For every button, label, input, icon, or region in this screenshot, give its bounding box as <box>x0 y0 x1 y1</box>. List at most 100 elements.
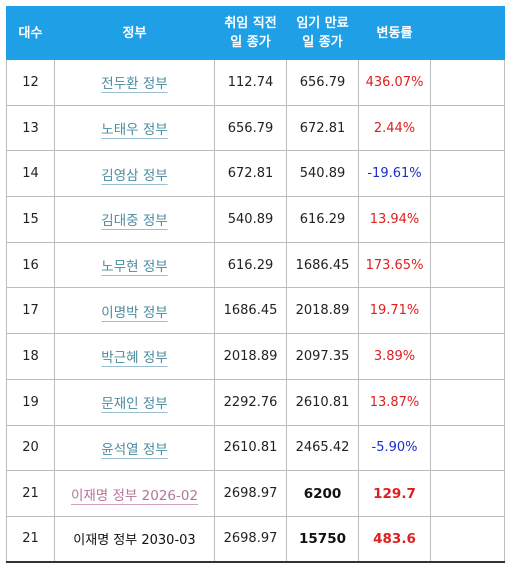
cell-end-close: 656.79 <box>286 59 359 106</box>
cell-change: 129.7 <box>358 470 431 517</box>
header-start-line1: 취임 직전 <box>224 16 277 31</box>
government-link[interactable]: 김대중 정부 <box>101 213 168 230</box>
header-empty <box>430 6 505 60</box>
header-change: 변동률 <box>358 6 431 60</box>
table-row: 19 문재인 정부 2292.76 2610.81 13.87% <box>6 378 505 426</box>
table-row: 15 김대중 정부 540.89 616.29 13.94% <box>6 196 505 243</box>
cell-government: 이명박 정부 <box>54 287 215 335</box>
cell-government: 김대중 정부 <box>54 196 215 243</box>
cell-end-close: 540.89 <box>286 150 359 198</box>
cell-government: 윤석열 정부 <box>54 424 215 472</box>
cell-change: -19.61% <box>358 150 431 198</box>
table-row: 13 노태우 정부 656.79 672.81 2.44% <box>6 104 505 152</box>
cell-end-close: 1686.45 <box>286 241 359 289</box>
cell-change: 483.6 <box>358 515 431 563</box>
cell-change: 173.65% <box>358 241 431 289</box>
cell-change: 436.07% <box>358 59 431 106</box>
table-wrapper: 대수 정부 취임 직전 일 종가 임기 만료 일 종가 변동률 12 전두환 정부… <box>6 6 505 563</box>
cell-term: 16 <box>6 241 55 289</box>
cell-start-close: 2610.81 <box>214 424 287 472</box>
cell-start-close: 2698.97 <box>214 515 287 563</box>
cell-government: 이재명 정부 2030-03 <box>54 515 215 563</box>
cell-empty <box>430 241 505 289</box>
cell-government: 노태우 정부 <box>54 104 215 152</box>
cell-empty <box>430 104 505 152</box>
cell-term: 13 <box>6 104 55 152</box>
government-link[interactable]: 이명박 정부 <box>101 304 168 321</box>
table-row: 17 이명박 정부 1686.45 2018.89 19.71% <box>6 287 505 335</box>
header-end-line2: 일 종가 <box>302 35 343 50</box>
cell-term: 21 <box>6 515 55 563</box>
cell-start-close: 2292.76 <box>214 378 287 426</box>
cell-government: 박근혜 정부 <box>54 333 215 380</box>
cell-government: 김영삼 정부 <box>54 150 215 198</box>
cell-start-close: 1686.45 <box>214 287 287 335</box>
cell-end-close: 2097.35 <box>286 333 359 380</box>
cell-end-close: 2018.89 <box>286 287 359 335</box>
government-link[interactable]: 노태우 정부 <box>101 122 168 139</box>
header-start-close: 취임 직전 일 종가 <box>214 6 287 60</box>
cell-end-close: 6200 <box>286 470 359 517</box>
header-start-line2: 일 종가 <box>230 35 271 50</box>
cell-term: 19 <box>6 378 55 426</box>
table-row: 16 노무현 정부 616.29 1686.45 173.65% <box>6 241 505 289</box>
table-body: 12 전두환 정부 112.74 656.79 436.07% 13 노태우 정부 656.7… <box>6 59 505 563</box>
cell-term: 15 <box>6 196 55 243</box>
cell-empty <box>430 196 505 243</box>
government-link[interactable]: 전두환 정부 <box>101 76 168 93</box>
table-row: 14 김영삼 정부 672.81 540.89 -19.61% <box>6 150 505 198</box>
government-link[interactable]: 김영삼 정부 <box>101 167 168 184</box>
cell-term: 20 <box>6 424 55 472</box>
cell-change: -5.90% <box>358 424 431 472</box>
cell-change: 3.89% <box>358 333 431 380</box>
government-link[interactable]: 문재인 정부 <box>101 396 168 413</box>
cell-change: 13.94% <box>358 196 431 243</box>
government-link[interactable]: 노무현 정부 <box>101 259 168 276</box>
header-end-line1: 임기 만료 <box>296 16 349 31</box>
cell-end-close: 2610.81 <box>286 378 359 426</box>
table-row: 20 윤석열 정부 2610.81 2465.42 -5.90% <box>6 424 505 472</box>
government-link: 이재명 정부 2030-03 <box>73 533 196 549</box>
cell-start-close: 2698.97 <box>214 470 287 517</box>
cell-government: 전두환 정부 <box>54 59 215 106</box>
cell-government: 이재명 정부 2026-02 <box>54 470 215 517</box>
cell-end-close: 672.81 <box>286 104 359 152</box>
cell-empty <box>430 150 505 198</box>
government-link[interactable]: 윤석열 정부 <box>101 441 168 458</box>
cell-end-close: 2465.42 <box>286 424 359 472</box>
cell-change: 13.87% <box>358 378 431 426</box>
cell-end-close: 15750 <box>286 515 359 563</box>
cell-start-close: 656.79 <box>214 104 287 152</box>
cell-government: 문재인 정부 <box>54 378 215 426</box>
table-row: 21 이재명 정부 2026-02 2698.97 6200 129.7 <box>6 470 505 517</box>
header-end-close: 임기 만료 일 종가 <box>286 6 359 60</box>
cell-term: 21 <box>6 470 55 517</box>
government-link[interactable]: 박근혜 정부 <box>101 350 168 367</box>
cell-change: 19.71% <box>358 287 431 335</box>
table-row: 18 박근혜 정부 2018.89 2097.35 3.89% <box>6 333 505 380</box>
cell-empty <box>430 515 505 563</box>
table-row: 12 전두환 정부 112.74 656.79 436.07% <box>6 59 505 106</box>
cell-term: 17 <box>6 287 55 335</box>
cell-empty <box>430 59 505 106</box>
cell-change: 2.44% <box>358 104 431 152</box>
cell-term: 18 <box>6 333 55 380</box>
header-term: 대수 <box>6 6 55 60</box>
cell-start-close: 2018.89 <box>214 333 287 380</box>
cell-empty <box>430 333 505 380</box>
cell-start-close: 112.74 <box>214 59 287 106</box>
cell-empty <box>430 470 505 517</box>
cell-start-close: 540.89 <box>214 196 287 243</box>
cell-term: 14 <box>6 150 55 198</box>
cell-end-close: 616.29 <box>286 196 359 243</box>
government-link[interactable]: 이재명 정부 2026-02 <box>70 487 199 504</box>
cell-start-close: 672.81 <box>214 150 287 198</box>
cell-empty <box>430 287 505 335</box>
cell-empty <box>430 424 505 472</box>
header-row: 대수 정부 취임 직전 일 종가 임기 만료 일 종가 변동률 <box>6 6 505 60</box>
cell-government: 노무현 정부 <box>54 241 215 289</box>
header-government: 정부 <box>54 6 215 60</box>
cell-start-close: 616.29 <box>214 241 287 289</box>
cell-empty <box>430 378 505 426</box>
cell-term: 12 <box>6 59 55 106</box>
